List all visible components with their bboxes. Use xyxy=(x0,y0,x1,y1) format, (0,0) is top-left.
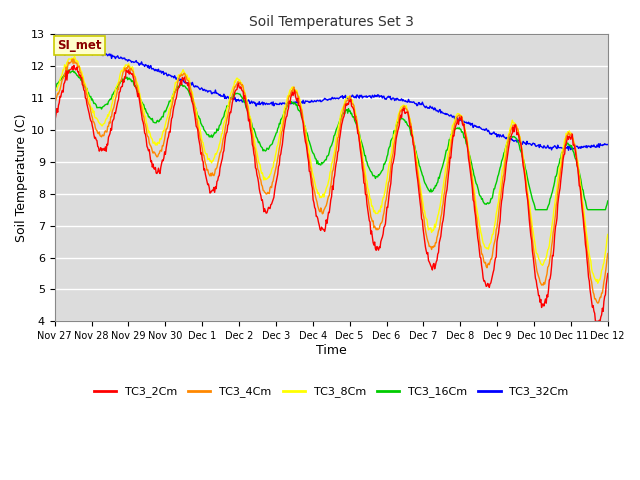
TC3_8Cm xyxy=(175,72,182,78)
Line: TC3_2Cm: TC3_2Cm xyxy=(54,65,608,321)
TC3_8Cm xyxy=(594,280,602,286)
Legend: TC3_2Cm, TC3_4Cm, TC3_8Cm, TC3_16Cm, TC3_32Cm: TC3_2Cm, TC3_4Cm, TC3_8Cm, TC3_16Cm, TC3… xyxy=(89,382,573,402)
Text: SI_met: SI_met xyxy=(58,39,102,52)
TC3_2Cm xyxy=(61,80,68,85)
TC3_32Cm xyxy=(204,89,212,95)
TC3_16Cm xyxy=(399,116,407,122)
TC3_2Cm xyxy=(51,118,58,123)
TC3_16Cm xyxy=(51,84,58,90)
TC3_2Cm xyxy=(118,84,126,89)
TC3_32Cm xyxy=(415,100,423,106)
Line: TC3_32Cm: TC3_32Cm xyxy=(54,51,608,150)
TC3_32Cm xyxy=(51,50,58,56)
TC3_16Cm xyxy=(204,132,212,138)
TC3_16Cm xyxy=(532,207,540,213)
TC3_4Cm xyxy=(204,167,212,172)
TC3_8Cm xyxy=(399,102,407,108)
TC3_16Cm xyxy=(65,67,72,73)
TC3_8Cm xyxy=(71,54,79,60)
TC3_2Cm xyxy=(70,62,77,68)
TC3_2Cm xyxy=(204,182,212,188)
TC3_2Cm xyxy=(604,271,612,276)
TC3_16Cm xyxy=(415,163,423,168)
TC3_32Cm xyxy=(118,56,126,62)
TC3_32Cm xyxy=(399,97,407,103)
TC3_8Cm xyxy=(604,231,612,237)
TC3_16Cm xyxy=(175,85,182,91)
Line: TC3_4Cm: TC3_4Cm xyxy=(54,59,608,303)
TC3_4Cm xyxy=(399,105,407,110)
TC3_8Cm xyxy=(61,62,68,68)
Y-axis label: Soil Temperature (C): Soil Temperature (C) xyxy=(15,114,28,242)
TC3_16Cm xyxy=(604,198,612,204)
TC3_32Cm xyxy=(61,52,68,58)
TC3_2Cm xyxy=(415,193,423,199)
TC3_32Cm xyxy=(75,48,83,54)
TC3_4Cm xyxy=(51,102,58,108)
TC3_8Cm xyxy=(51,91,58,96)
TC3_32Cm xyxy=(564,147,572,153)
TC3_32Cm xyxy=(604,142,612,147)
TC3_2Cm xyxy=(399,108,407,113)
TC3_4Cm xyxy=(594,300,602,306)
TC3_4Cm xyxy=(604,251,612,256)
X-axis label: Time: Time xyxy=(316,344,347,357)
TC3_4Cm xyxy=(70,56,77,62)
TC3_8Cm xyxy=(118,68,126,74)
TC3_2Cm xyxy=(175,85,182,91)
TC3_16Cm xyxy=(118,76,126,82)
TC3_4Cm xyxy=(61,71,68,76)
Title: Soil Temperatures Set 3: Soil Temperatures Set 3 xyxy=(249,15,413,29)
TC3_8Cm xyxy=(204,156,212,162)
TC3_4Cm xyxy=(415,181,423,187)
Line: TC3_16Cm: TC3_16Cm xyxy=(54,70,608,210)
TC3_4Cm xyxy=(175,77,182,83)
TC3_16Cm xyxy=(61,73,68,79)
TC3_32Cm xyxy=(175,75,182,81)
TC3_4Cm xyxy=(118,72,126,78)
TC3_8Cm xyxy=(415,178,423,184)
TC3_2Cm xyxy=(591,318,599,324)
Line: TC3_8Cm: TC3_8Cm xyxy=(54,57,608,283)
